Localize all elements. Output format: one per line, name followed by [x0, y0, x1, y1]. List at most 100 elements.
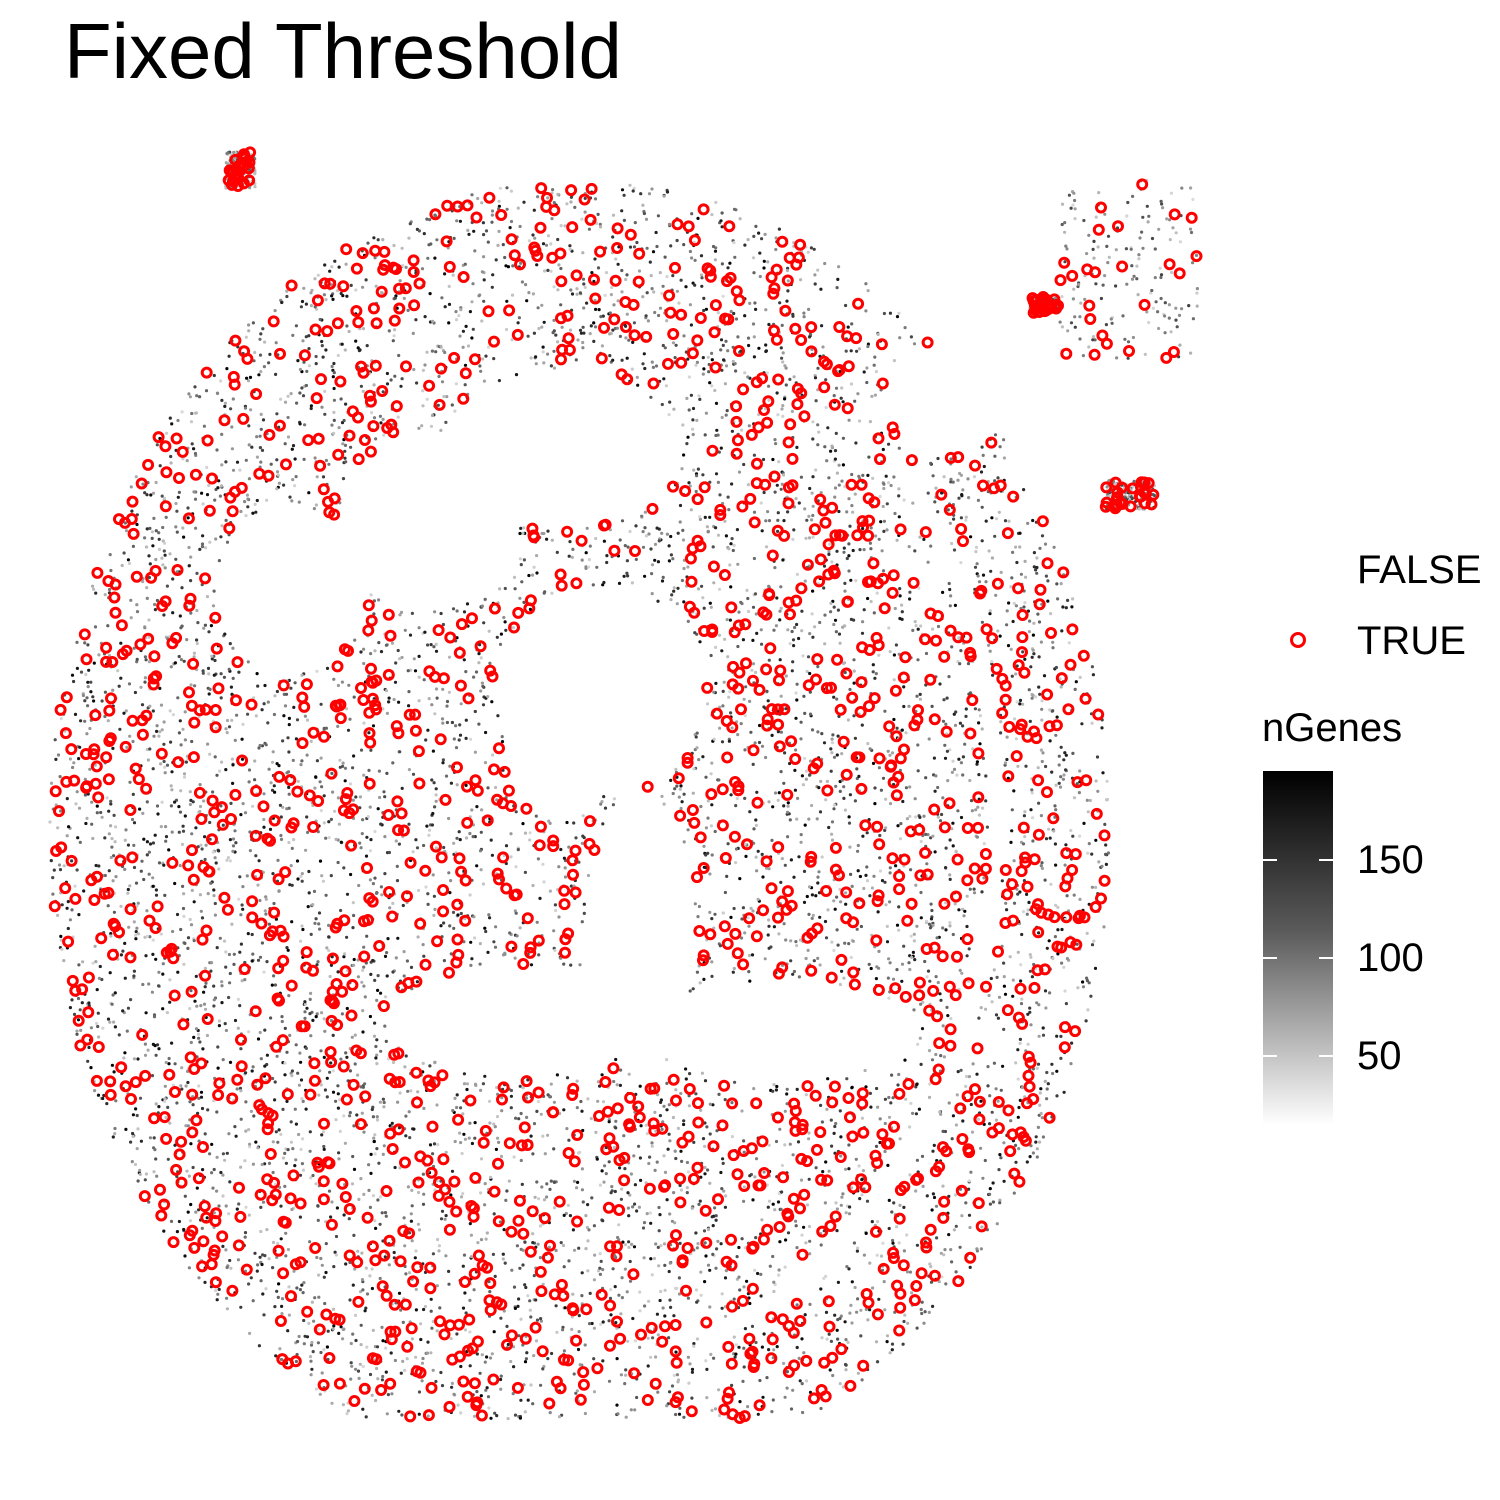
false-point: [729, 309, 733, 314]
false-point: [622, 193, 626, 197]
false-point: [190, 739, 194, 744]
false-point: [103, 690, 107, 694]
false-point: [804, 1241, 808, 1245]
false-point: [523, 1360, 528, 1364]
false-point: [1014, 737, 1019, 741]
false-point: [824, 378, 828, 382]
false-point: [603, 1164, 607, 1168]
false-point: [422, 678, 426, 682]
false-point: [239, 1165, 243, 1169]
false-point: [283, 1061, 287, 1065]
false-point: [213, 755, 217, 759]
false-point: [1100, 864, 1104, 868]
false-point: [260, 708, 264, 712]
false-point: [73, 712, 78, 717]
false-point: [715, 428, 719, 432]
false-point: [585, 301, 589, 305]
false-point: [649, 547, 653, 551]
false-point: [478, 849, 483, 853]
false-point: [421, 1202, 426, 1206]
false-point: [912, 1008, 916, 1012]
false-point: [487, 913, 491, 917]
false-point: [577, 1314, 581, 1318]
false-point: [391, 1060, 396, 1065]
false-point: [596, 1099, 600, 1103]
false-point: [816, 366, 820, 370]
false-point: [577, 1246, 581, 1250]
false-point: [1043, 989, 1048, 993]
false-point: [348, 1114, 352, 1118]
false-point: [405, 1357, 409, 1361]
false-point: [362, 984, 366, 988]
false-point: [223, 632, 227, 636]
false-point: [535, 920, 539, 924]
false-point: [762, 1170, 766, 1174]
false-point: [227, 354, 231, 358]
false-point: [839, 1135, 843, 1139]
false-point: [468, 1298, 472, 1302]
false-point: [320, 405, 324, 409]
false-point: [492, 1122, 496, 1126]
false-point: [298, 367, 302, 372]
false-point: [601, 1359, 605, 1363]
false-point: [189, 611, 193, 615]
false-point: [782, 473, 786, 477]
false-point: [225, 718, 230, 723]
false-point: [1072, 893, 1076, 897]
false-point: [349, 283, 353, 287]
false-point: [221, 1194, 225, 1198]
false-point: [479, 689, 483, 693]
false-point: [838, 982, 843, 987]
false-point: [317, 922, 321, 926]
false-point: [751, 662, 756, 666]
false-point: [377, 598, 381, 602]
false-point: [513, 587, 517, 591]
false-point: [858, 874, 863, 879]
false-point: [856, 843, 860, 848]
false-point: [794, 940, 798, 944]
false-point: [874, 370, 879, 374]
false-point: [657, 313, 661, 318]
false-point: [190, 888, 194, 893]
false-point: [585, 526, 589, 530]
false-point: [703, 1241, 707, 1245]
false-point: [959, 473, 964, 477]
false-point: [678, 503, 683, 508]
false-point: [563, 1306, 567, 1310]
false-point: [225, 1151, 229, 1155]
false-point: [293, 457, 297, 461]
false-point: [834, 386, 839, 390]
false-point: [524, 1096, 529, 1100]
false-point: [382, 433, 386, 437]
false-point: [690, 256, 694, 260]
false-point: [449, 952, 453, 956]
false-point: [703, 433, 707, 437]
false-point: [346, 1409, 350, 1413]
false-point: [1104, 862, 1108, 867]
false-point: [665, 1108, 669, 1112]
false-point: [129, 485, 133, 489]
false-point: [912, 939, 917, 943]
false-point: [344, 1262, 348, 1266]
false-point: [429, 643, 433, 647]
false-point: [911, 628, 915, 633]
false-point: [1054, 733, 1058, 737]
false-point: [253, 350, 257, 355]
false-point: [537, 326, 541, 331]
false-point: [123, 976, 127, 980]
false-point: [343, 952, 347, 956]
false-point: [440, 717, 445, 721]
false-point: [1023, 810, 1027, 814]
false-point: [747, 953, 752, 958]
false-point: [661, 1306, 665, 1310]
false-point: [922, 537, 926, 542]
false-point: [746, 1405, 750, 1409]
false-point: [1050, 770, 1054, 774]
false-point: [710, 384, 714, 388]
false-point: [136, 901, 140, 905]
false-point: [330, 1401, 334, 1405]
false-point: [1031, 1151, 1035, 1155]
false-point: [503, 1261, 507, 1265]
false-point: [810, 916, 814, 921]
false-point: [375, 1147, 379, 1151]
